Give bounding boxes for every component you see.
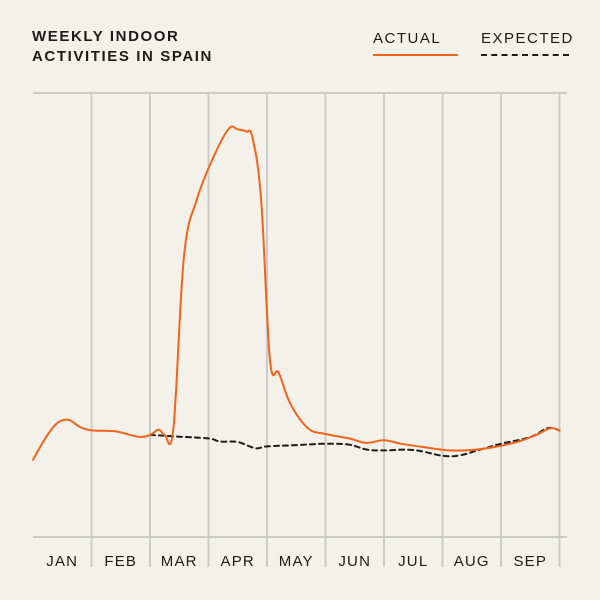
legend-label-actual: ACTUAL — [373, 30, 442, 47]
series-line-actual — [32, 125, 561, 461]
x-tick-label-sep: SEP — [513, 553, 547, 570]
x-tick-label-jan: JAN — [46, 553, 78, 570]
chart-title-line-2: ACTIVITIES IN SPAIN — [32, 48, 213, 65]
chart-title: WEEKLY INDOOR ACTIVITIES IN SPAIN — [32, 27, 292, 67]
legend-item-actual: ACTUAL — [373, 30, 458, 56]
legend-item-expected: EXPECTED — [481, 30, 572, 56]
x-tick-label-mar: MAR — [161, 553, 198, 570]
legend-label-expected: EXPECTED — [481, 30, 574, 47]
x-tick-label-may: MAY — [279, 553, 314, 570]
x-tick-label-feb: FEB — [104, 553, 137, 570]
series-line-expected — [149, 426, 561, 458]
legend-swatch-actual — [373, 54, 458, 56]
x-tick-label-aug: AUG — [454, 553, 490, 570]
x-tick-label-apr: APR — [221, 553, 255, 570]
legend-swatch-expected — [481, 54, 569, 56]
x-tick-label-jul: JUL — [398, 553, 428, 570]
chart-title-line-1: WEEKLY INDOOR — [32, 28, 180, 45]
x-tick-label-jun: JUN — [338, 553, 371, 570]
